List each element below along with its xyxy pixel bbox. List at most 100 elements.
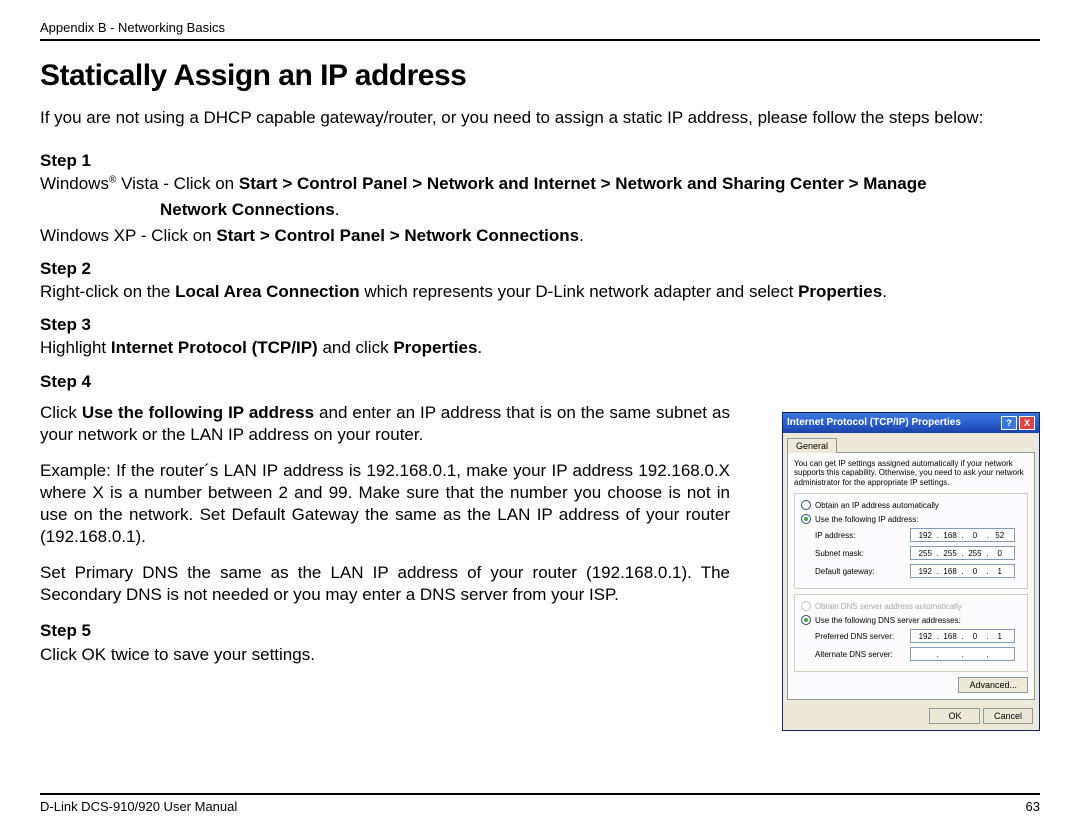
footer-page-number: 63: [1026, 799, 1040, 814]
step-4-label: Step 4: [40, 372, 1040, 392]
period: .: [477, 338, 482, 357]
step-4-text-column: Click Use the following IP address and e…: [40, 402, 730, 667]
advanced-row: Advanced...: [794, 677, 1028, 693]
ip-group: Obtain an IP address automatically Use t…: [794, 493, 1028, 589]
pdns-oct-2: 168: [939, 632, 962, 641]
dot: .: [986, 650, 988, 659]
step-3-text: Highlight Internet Protocol (TCP/IP) and…: [40, 337, 1040, 359]
radio-auto-ip[interactable]: [801, 500, 811, 510]
gateway-label: Default gateway:: [815, 567, 910, 576]
ip-address-row: IP address: 192. 168. 0. 52: [801, 528, 1021, 542]
subnet-field[interactable]: 255. 255. 255. 0: [910, 546, 1015, 560]
xp-dialog-window: Internet Protocol (TCP/IP) Properties ? …: [782, 412, 1040, 732]
radio-auto-ip-label: Obtain an IP address automatically: [815, 501, 939, 510]
radio-use-dns-label: Use the following DNS server addresses:: [815, 616, 961, 625]
ip-address-label: IP address:: [815, 531, 910, 540]
dot: .: [937, 650, 939, 659]
text: Windows: [40, 174, 109, 193]
sn-oct-2: 255: [939, 549, 962, 558]
pref-dns-row: Preferred DNS server: 192. 168. 0. 1: [801, 629, 1021, 643]
period: .: [335, 200, 340, 219]
bold: Properties: [798, 282, 882, 301]
sn-oct-4: 0: [988, 549, 1011, 558]
gw-oct-3: 0: [964, 567, 987, 576]
vista-path-2: Network Connections: [160, 200, 335, 219]
bold: Internet Protocol (TCP/IP): [111, 338, 318, 357]
text: Right-click on the: [40, 282, 175, 301]
step-1-vista-cont: Network Connections.: [40, 199, 1040, 221]
alt-dns-label: Alternate DNS server:: [815, 650, 910, 659]
cancel-button[interactable]: Cancel: [983, 708, 1033, 724]
bold: Local Area Connection: [175, 282, 360, 301]
radio-auto-ip-row[interactable]: Obtain an IP address automatically: [801, 500, 1021, 510]
page-header: Appendix B - Networking Basics: [40, 20, 1040, 41]
help-button[interactable]: ?: [1001, 416, 1017, 430]
text: Windows XP - Click on: [40, 226, 216, 245]
pref-dns-field[interactable]: 192. 168. 0. 1: [910, 629, 1015, 643]
intro-text: If you are not using a DHCP capable gate…: [40, 107, 1040, 129]
step-1-label: Step 1: [40, 151, 1040, 171]
xp-path: Start > Control Panel > Network Connecti…: [216, 226, 579, 245]
ip-address-field[interactable]: 192. 168. 0. 52: [910, 528, 1015, 542]
ip-oct-1: 192: [914, 531, 937, 540]
ip-oct-3: 0: [964, 531, 987, 540]
dialog-titlebar[interactable]: Internet Protocol (TCP/IP) Properties ? …: [783, 413, 1039, 433]
advanced-button[interactable]: Advanced...: [958, 677, 1028, 693]
dialog-title: Internet Protocol (TCP/IP) Properties: [787, 417, 961, 428]
alt-dns-row: Alternate DNS server: . . .: [801, 647, 1021, 661]
tcpip-dialog: Internet Protocol (TCP/IP) Properties ? …: [782, 412, 1040, 732]
close-button[interactable]: X: [1019, 416, 1035, 430]
subnet-label: Subnet mask:: [815, 549, 910, 558]
subnet-row: Subnet mask: 255. 255. 255. 0: [801, 546, 1021, 560]
page-title: Statically Assign an IP address: [40, 59, 1040, 93]
radio-use-ip[interactable]: [801, 514, 811, 524]
radio-use-ip-label: Use the following IP address:: [815, 515, 918, 524]
pdns-oct-1: 192: [914, 632, 937, 641]
radio-auto-dns: [801, 601, 811, 611]
period: .: [579, 226, 584, 245]
step-2-label: Step 2: [40, 259, 1040, 279]
radio-use-ip-row[interactable]: Use the following IP address:: [801, 514, 1021, 524]
dot: .: [961, 650, 963, 659]
text: Highlight: [40, 338, 111, 357]
bold: Use the following IP address: [82, 403, 314, 422]
gw-oct-4: 1: [988, 567, 1011, 576]
dialog-bottom-buttons: OK Cancel: [783, 704, 1039, 730]
dialog-panel: You can get IP settings assigned automat…: [787, 452, 1035, 701]
bold: Properties: [393, 338, 477, 357]
gw-oct-2: 168: [939, 567, 962, 576]
ip-oct-4: 52: [988, 531, 1011, 540]
gateway-row: Default gateway: 192. 168. 0. 1: [801, 564, 1021, 578]
radio-use-dns-row[interactable]: Use the following DNS server addresses:: [801, 615, 1021, 625]
ok-button[interactable]: OK: [929, 708, 980, 724]
radio-auto-dns-row: Obtain DNS server address automatically: [801, 601, 1021, 611]
tab-general[interactable]: General: [787, 438, 837, 453]
radio-auto-dns-label: Obtain DNS server address automatically: [815, 602, 962, 611]
step-3-label: Step 3: [40, 315, 1040, 335]
ip-oct-2: 168: [939, 531, 962, 540]
alt-dns-field[interactable]: . . .: [910, 647, 1015, 661]
gateway-field[interactable]: 192. 168. 0. 1: [910, 564, 1015, 578]
step-4-p3: Set Primary DNS the same as the LAN IP a…: [40, 562, 730, 606]
step-1-xp: Windows XP - Click on Start > Control Pa…: [40, 225, 1040, 247]
step-4-content: Click Use the following IP address and e…: [40, 402, 1040, 667]
dialog-tabs: General: [783, 433, 1039, 452]
text: Click: [40, 403, 82, 422]
step-4-p1: Click Use the following IP address and e…: [40, 402, 730, 446]
text: which represents your D-Link network ada…: [360, 282, 798, 301]
text: and click: [318, 338, 394, 357]
text: Vista - Click on: [116, 174, 239, 193]
vista-path: Start > Control Panel > Network and Inte…: [239, 174, 927, 193]
radio-use-dns[interactable]: [801, 615, 811, 625]
step-1-vista: Windows® Vista - Click on Start > Contro…: [40, 173, 1040, 195]
step-5-text: Click OK twice to save your settings.: [40, 644, 730, 666]
sn-oct-1: 255: [914, 549, 937, 558]
pref-dns-label: Preferred DNS server:: [815, 632, 910, 641]
page-footer: D-Link DCS-910/920 User Manual 63: [40, 793, 1040, 814]
dns-group: Obtain DNS server address automatically …: [794, 594, 1028, 672]
step-5-label: Step 5: [40, 620, 730, 642]
dialog-info-text: You can get IP settings assigned automat…: [794, 459, 1028, 488]
sn-oct-3: 255: [964, 549, 987, 558]
gw-oct-1: 192: [914, 567, 937, 576]
period: .: [882, 282, 887, 301]
